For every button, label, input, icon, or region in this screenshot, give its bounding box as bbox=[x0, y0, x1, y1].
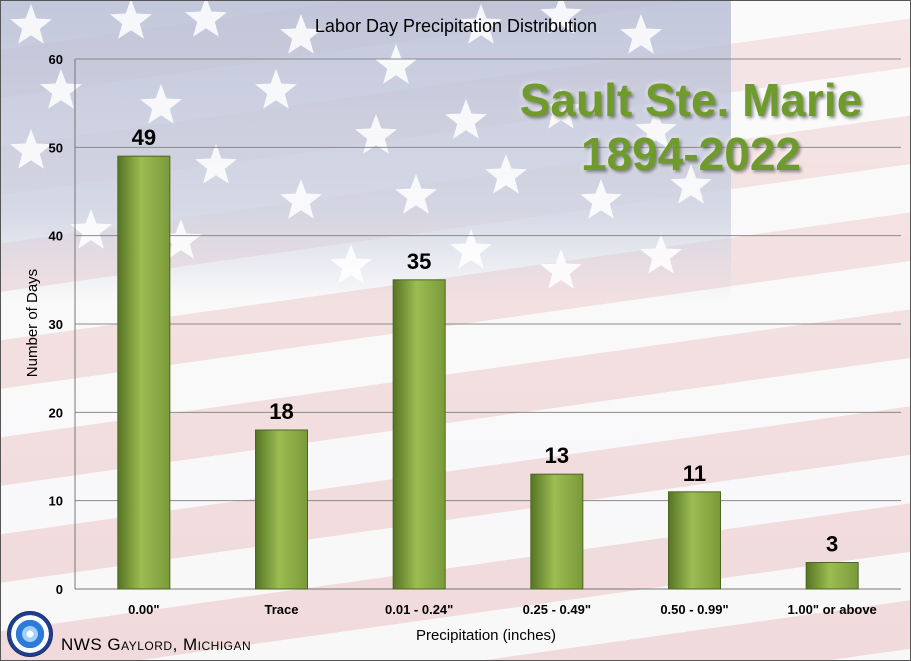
logo-center bbox=[22, 626, 38, 642]
flag-star-icon bbox=[10, 4, 52, 44]
flag-star-icon bbox=[670, 164, 712, 204]
y-tick-label: 60 bbox=[49, 52, 63, 67]
y-tick-label: 50 bbox=[49, 140, 63, 155]
flag-star-icon bbox=[395, 174, 437, 214]
data-label: 49 bbox=[132, 125, 156, 150]
flag-star-icon bbox=[375, 44, 417, 84]
x-category-label: 0.01 - 0.24" bbox=[385, 602, 453, 617]
data-label: 3 bbox=[826, 532, 838, 557]
y-tick-label: 10 bbox=[49, 494, 63, 509]
x-category-label: 0.50 - 0.99" bbox=[660, 602, 728, 617]
chart-title: Labor Day Precipitation Distribution bbox=[315, 16, 597, 36]
x-category-label: 1.00" or above bbox=[788, 602, 877, 617]
y-tick-label: 20 bbox=[49, 405, 63, 420]
nws-logo-icon bbox=[7, 611, 53, 657]
flag-star-icon bbox=[140, 84, 182, 124]
y-tick-label: 40 bbox=[49, 229, 63, 244]
bars bbox=[117, 155, 859, 590]
flag-star-icon bbox=[355, 114, 397, 154]
flag-star-icon bbox=[620, 14, 662, 54]
flag-star-icon bbox=[255, 69, 297, 109]
credit-text: NWS Gaylord, Michigan bbox=[61, 635, 252, 654]
y-tick-label: 0 bbox=[56, 582, 63, 597]
x-axis-title: Precipitation (inches) bbox=[416, 627, 556, 644]
flag-star-icon bbox=[540, 1, 582, 34]
data-label: 13 bbox=[545, 443, 569, 468]
bar bbox=[668, 491, 721, 590]
x-category-label: Trace bbox=[265, 602, 299, 617]
flag-star-icon bbox=[540, 249, 582, 289]
flag-star-icon bbox=[460, 4, 502, 44]
flag-star-icon bbox=[10, 129, 52, 169]
bar bbox=[392, 279, 446, 590]
station-title: Sault Ste. Marie 1894-2022 bbox=[481, 73, 901, 181]
bar bbox=[255, 429, 308, 590]
data-label: 11 bbox=[683, 461, 706, 486]
flag-star-icon bbox=[330, 244, 372, 284]
bar bbox=[530, 473, 584, 590]
flag-stars bbox=[10, 1, 712, 289]
flag-star-icon bbox=[110, 1, 152, 39]
flag-star-icon bbox=[40, 69, 82, 109]
station-name: Sault Ste. Marie bbox=[519, 74, 863, 126]
flag-star-icon bbox=[160, 219, 202, 259]
x-category-label: 0.00" bbox=[128, 602, 159, 617]
flag-star-icon bbox=[195, 144, 237, 184]
y-tick-labels: 0 10 20 30 40 50 60 bbox=[49, 52, 63, 597]
flag-star-icon bbox=[485, 154, 527, 194]
flag-star-icon bbox=[580, 179, 622, 219]
flag-star-icon bbox=[450, 229, 492, 269]
flag-star-icon bbox=[280, 179, 322, 219]
flag-star-icon bbox=[540, 89, 582, 129]
y-axis-title: Number of Days bbox=[24, 269, 41, 377]
data-labels: 49 18 35 13 11 3 bbox=[132, 125, 839, 556]
bar bbox=[805, 562, 859, 590]
flag-star-icon bbox=[635, 109, 677, 149]
x-category-label: 0.25 - 0.49" bbox=[523, 602, 591, 617]
gridlines bbox=[74, 58, 901, 590]
flag-star-icon bbox=[185, 1, 227, 37]
flag-star-icon bbox=[70, 209, 112, 249]
bar bbox=[117, 155, 171, 590]
period-of-record: 1894-2022 bbox=[581, 128, 801, 180]
flag-star-icon bbox=[445, 99, 487, 139]
x-category-labels: 0.00" Trace 0.01 - 0.24" 0.25 - 0.49" 0.50 -… bbox=[128, 602, 877, 617]
flag-star-icon bbox=[640, 234, 682, 274]
y-tick-label: 30 bbox=[49, 317, 63, 332]
data-label: 35 bbox=[407, 249, 431, 274]
data-label: 18 bbox=[269, 399, 293, 424]
flag-star-icon bbox=[280, 14, 322, 54]
